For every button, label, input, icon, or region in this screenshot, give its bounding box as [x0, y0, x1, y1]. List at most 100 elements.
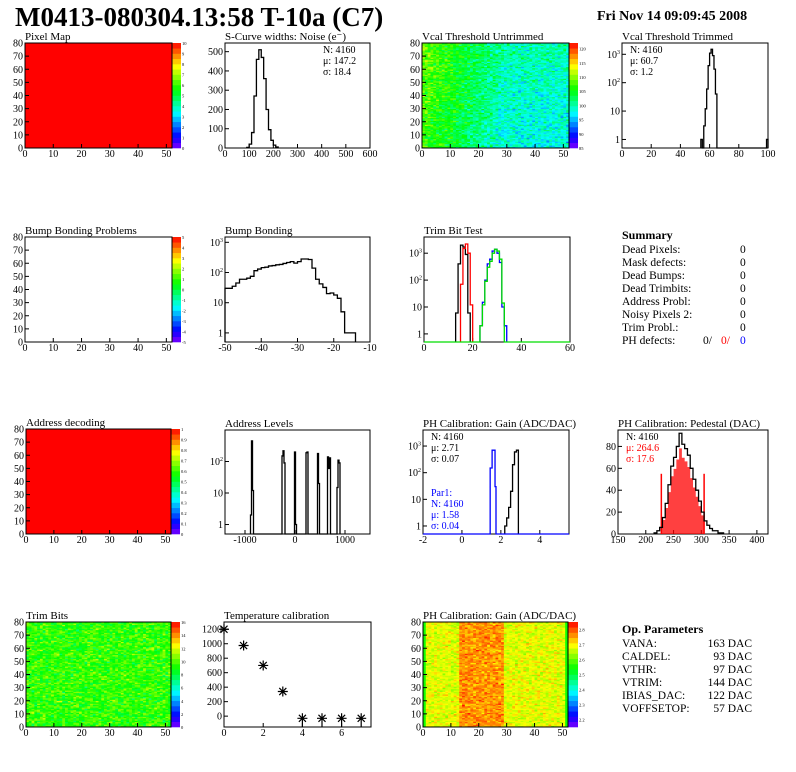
heatmap-cell [509, 61, 513, 63]
heatmap-cell [518, 71, 522, 74]
heatmap-cell [31, 677, 35, 679]
heatmap-cell [26, 631, 30, 633]
heatmap-cell [481, 66, 485, 69]
heatmap-cell [461, 137, 465, 140]
heatmap-cell [37, 641, 41, 644]
heatmap-cell [552, 86, 556, 88]
heatmap-cell [472, 49, 477, 52]
heatmap-cell [455, 144, 460, 146]
heatmap-cell [557, 125, 561, 128]
heatmap-cell [37, 706, 41, 708]
heatmap-cell [424, 103, 428, 105]
heatmap-cell [441, 120, 445, 123]
heatmap-cell [444, 100, 448, 103]
heatmap-cell [535, 86, 539, 88]
heatmap-cell [563, 44, 567, 46]
heatmap-cell [489, 79, 493, 82]
heatmap-cell [441, 106, 445, 108]
filled-histogram [661, 448, 705, 534]
heatmap-cell [472, 96, 477, 99]
heatmap-cell [458, 144, 462, 146]
heatmap-cell [552, 123, 556, 125]
heatmap-cell [523, 43, 527, 45]
heatmap-cell [436, 109, 440, 112]
heatmap-cell [455, 129, 460, 132]
heatmap-cell [549, 44, 553, 46]
heatmap-cell [453, 65, 457, 67]
heatmap-cell [481, 142, 485, 145]
heatmap-cell [537, 57, 542, 60]
heatmap-cell [455, 116, 460, 119]
heatmap-cell [563, 102, 567, 104]
heatmap-cell [481, 92, 485, 95]
heatmap-cell [472, 90, 477, 92]
heatmap-cell [549, 103, 553, 105]
heatmap-cell [444, 53, 448, 56]
heatmap-cell [566, 96, 570, 99]
heatmap-cell [563, 140, 567, 142]
heatmap-cell [464, 145, 468, 147]
heatmap-cell [560, 53, 564, 56]
heatmap-cell [427, 52, 431, 54]
heatmap-cell [543, 75, 547, 78]
heatmap-cell [509, 111, 513, 113]
heatmap-cell [554, 83, 558, 86]
heatmap-cell [540, 45, 544, 48]
heatmap-cell [433, 121, 437, 124]
heatmap-cell [566, 92, 570, 95]
heatmap-cell [532, 146, 536, 149]
heatmap-cell [557, 111, 561, 113]
heatmap-cell [515, 56, 519, 58]
heatmap-cell [433, 129, 437, 132]
heatmap-cell [495, 77, 499, 79]
heatmap-cell [430, 133, 434, 136]
heatmap-cell [546, 79, 550, 82]
heatmap-cell [492, 94, 496, 96]
heatmap-cell [501, 45, 505, 48]
heatmap-cell [503, 74, 508, 77]
heatmap-cell [503, 79, 508, 82]
heatmap-cell [436, 144, 440, 146]
heatmap-cell [427, 65, 431, 67]
heatmap-cell [492, 130, 496, 133]
heatmap-cell [503, 117, 508, 120]
heatmap-cell [455, 128, 460, 130]
heatmap-cell [546, 99, 550, 102]
heatmap-cell [447, 66, 451, 69]
heatmap-cell [444, 57, 448, 60]
heatmap-cell [438, 137, 443, 140]
heatmap-cell [34, 724, 38, 726]
heatmap-cell [537, 119, 542, 121]
heatmap-cell [438, 49, 443, 52]
heatmap-cell [484, 43, 488, 45]
heatmap-cell [520, 109, 525, 112]
heatmap-cell [489, 66, 493, 69]
heatmap-cell [503, 121, 508, 124]
heatmap-cell [37, 682, 41, 684]
heatmap-cell [495, 78, 499, 81]
x-tick-label: 200 [266, 149, 281, 160]
heatmap-cell [441, 65, 445, 67]
heatmap-cell [520, 57, 525, 60]
heatmap-cell [481, 65, 485, 67]
y-tick-label: 0 [415, 144, 420, 155]
heatmap-cell [557, 104, 561, 107]
heatmap-cell [453, 95, 457, 98]
heatmap-cell [560, 113, 564, 116]
heatmap-cell [453, 145, 457, 147]
heatmap-cell [453, 90, 457, 92]
heatmap-cell [453, 133, 457, 136]
heatmap-cells [422, 43, 570, 149]
heatmap-cell [433, 115, 437, 117]
heatmap-cell [563, 60, 567, 62]
heatmap-cell [537, 141, 542, 144]
heatmap-cell [455, 66, 460, 69]
heatmap-cell [424, 100, 428, 103]
heatmap-cell [557, 127, 561, 129]
heatmap-cell [433, 117, 437, 120]
heatmap-cell [520, 60, 525, 62]
heatmap-cell [37, 662, 41, 665]
heatmap-cell [478, 58, 482, 61]
heatmap-cell [509, 85, 513, 87]
heatmap-cell [552, 136, 556, 138]
